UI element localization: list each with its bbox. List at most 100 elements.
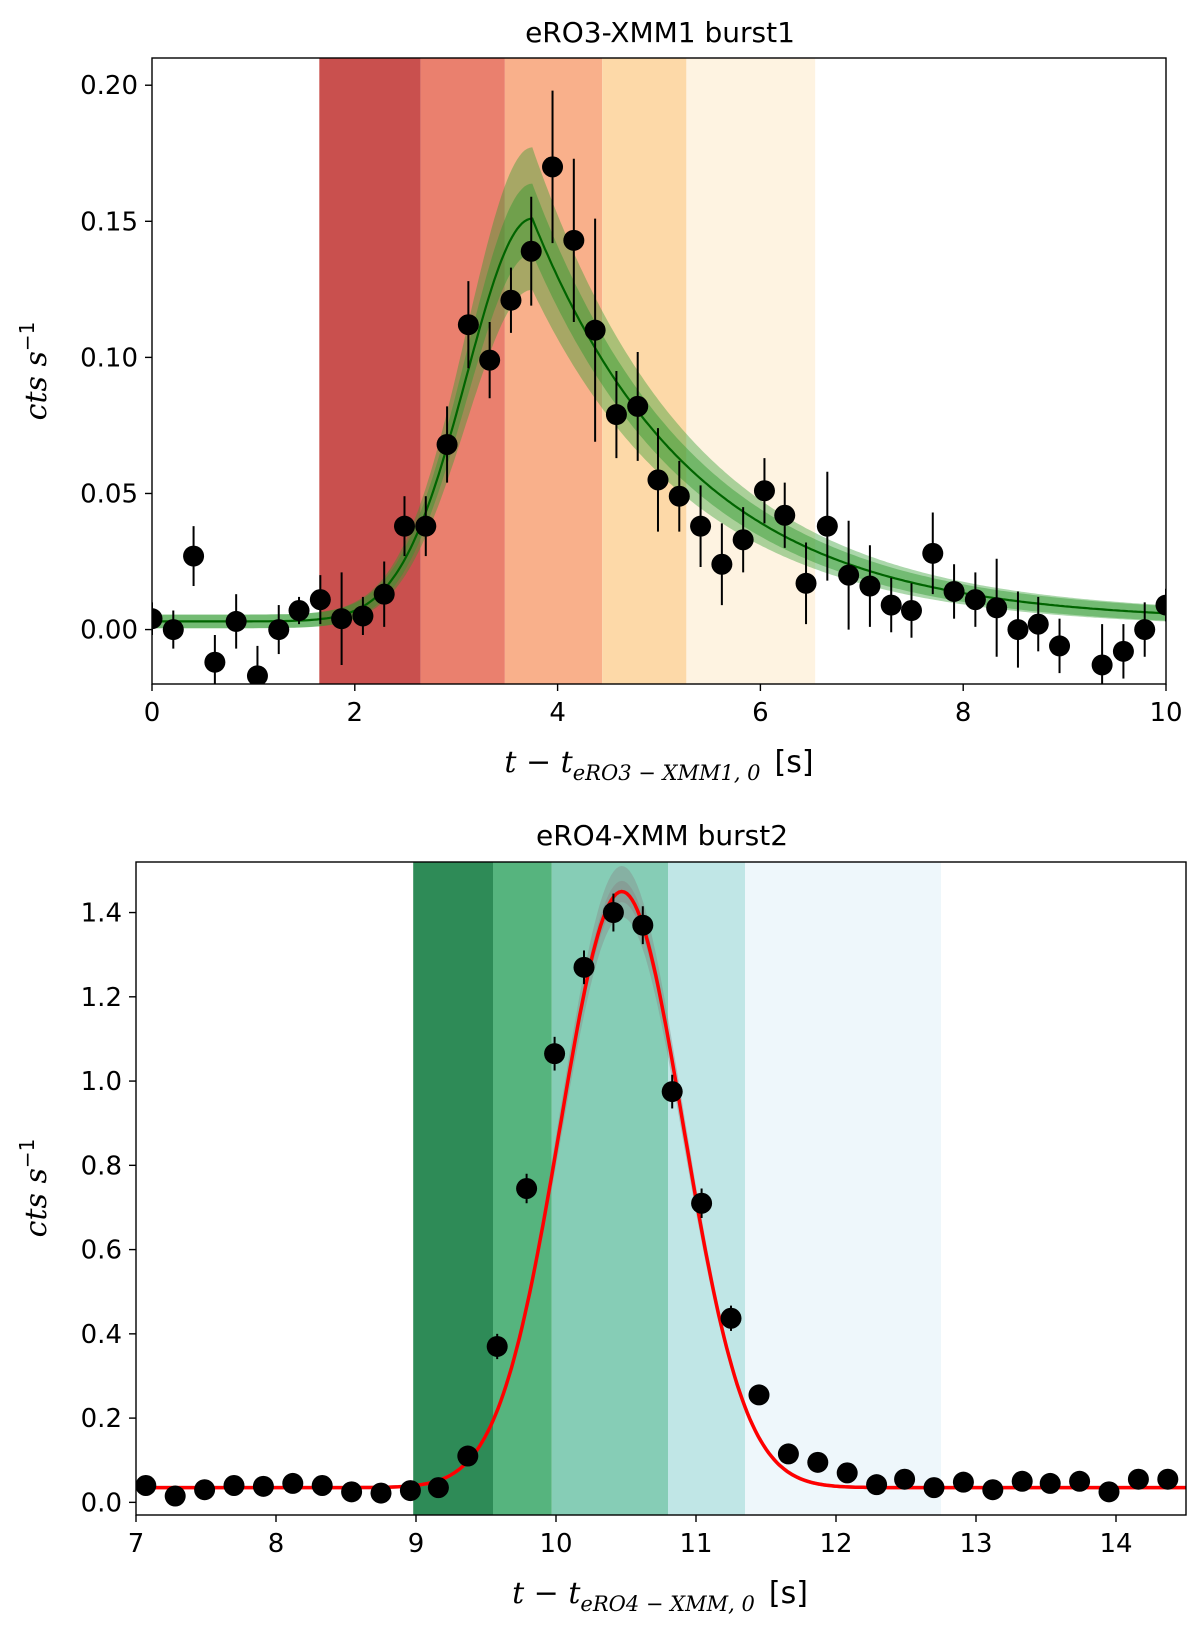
top-x-axis-label: t − teRO3 − XMM1, 0 [s] xyxy=(504,745,813,785)
bottom-y-tick-label: 0.4 xyxy=(81,1320,122,1350)
bottom-data-point xyxy=(194,1479,216,1501)
top-data-point xyxy=(816,515,838,537)
bottom-data-point xyxy=(923,1477,945,1499)
top-data-point xyxy=(542,156,564,178)
bottom-data-point xyxy=(399,1480,421,1502)
bottom-data-point xyxy=(282,1472,304,1494)
bottom-x-tick-label: 14 xyxy=(1099,1529,1132,1559)
top-data-point xyxy=(668,485,690,507)
top-data-point xyxy=(732,529,754,551)
bottom-model-line xyxy=(136,889,1186,1490)
bottom-x-tick-label: 12 xyxy=(819,1529,852,1559)
top-y-tick-label: 0.20 xyxy=(80,71,138,101)
top-data-point xyxy=(880,594,902,616)
top-data-point xyxy=(838,564,860,586)
bottom-panel: eRO4-XMM burst2 7 8 9 10 11 12 13 14 0.00.20.40… xyxy=(15,819,1187,1616)
top-data-point xyxy=(753,480,775,502)
bottom-data-point xyxy=(1069,1470,1091,1492)
bottom-data-point xyxy=(573,956,595,978)
bottom-data-point xyxy=(1039,1472,1061,1494)
bottom-bands xyxy=(413,862,941,1515)
bottom-data-point xyxy=(1127,1468,1149,1490)
bottom-data-point xyxy=(341,1481,363,1503)
bottom-y-tick-label: 0.8 xyxy=(81,1151,122,1181)
bottom-x-axis-label: t − teRO4 − XMM, 0 [s] xyxy=(512,1576,808,1616)
bottom-x-tick-label: 10 xyxy=(539,1529,572,1559)
bottom-y-tick-label: 0.2 xyxy=(81,1404,122,1434)
top-bands xyxy=(319,58,816,684)
top-x-tick-label: 10 xyxy=(1149,698,1182,728)
bottom-x-tick-label: 13 xyxy=(959,1529,992,1559)
top-data-point xyxy=(225,610,247,632)
top-x-tick-label: 8 xyxy=(955,698,972,728)
bottom-data-point xyxy=(632,914,654,936)
bottom-x-tick-label: 9 xyxy=(408,1529,425,1559)
top-data-point xyxy=(520,240,542,262)
top-data-point xyxy=(1112,640,1134,662)
top-y-axis-label: cts s−1 xyxy=(15,322,54,421)
top-data-point xyxy=(627,395,649,417)
bottom-data-point xyxy=(836,1462,858,1484)
bottom-y-tick-label: 1.0 xyxy=(81,1067,122,1097)
top-data-point xyxy=(1155,594,1166,616)
bottom-data-point xyxy=(807,1451,829,1473)
bottom-data-point xyxy=(866,1474,888,1496)
top-panel: eRO3-XMM1 burst1 0 2 4 6 8 10 0.00 0.05 0.10 0.1… xyxy=(15,16,1183,785)
bottom-data-point xyxy=(544,1043,566,1065)
top-data-point xyxy=(900,600,922,622)
top-data-point xyxy=(457,314,479,336)
bottom-x-tick-label: 8 xyxy=(268,1529,285,1559)
bottom-data-point xyxy=(252,1475,274,1497)
bottom-y-axis-label: cts s−1 xyxy=(15,1139,54,1238)
bottom-data-point xyxy=(720,1307,742,1329)
top-y-tick-label: 0.05 xyxy=(80,479,138,509)
top-data-point xyxy=(1027,613,1049,635)
bottom-y-axis: 0.0 0.2 0.4 0.6 0.8 1.0 1.2 1.4 xyxy=(81,899,136,1518)
top-data-point xyxy=(922,542,944,564)
top-x-tick-label: 4 xyxy=(549,698,566,728)
bottom-data-point xyxy=(777,1443,799,1465)
top-data-point xyxy=(1134,619,1156,641)
top-x-tick-label: 2 xyxy=(347,698,364,728)
top-data-point xyxy=(605,404,627,426)
top-data-point xyxy=(647,469,669,491)
bottom-data-point xyxy=(952,1471,974,1493)
top-data-point xyxy=(563,229,585,251)
bottom-y-tick-label: 0.6 xyxy=(81,1236,122,1266)
bottom-data-point xyxy=(748,1384,770,1406)
top-data-point xyxy=(859,575,881,597)
top-data-point xyxy=(1091,654,1113,676)
bottom-plot-frame xyxy=(135,861,1187,1516)
top-y-tick-label: 0.10 xyxy=(80,343,138,373)
top-data-point xyxy=(152,608,163,630)
bottom-chart-title: eRO4-XMM burst2 xyxy=(536,819,788,852)
bottom-x-tick-label: 11 xyxy=(679,1529,712,1559)
bottom-data-point xyxy=(1011,1470,1033,1492)
top-data-point xyxy=(479,349,501,371)
top-data-point xyxy=(309,589,331,611)
bottom-data-point xyxy=(516,1178,538,1199)
top-data-point xyxy=(331,608,353,630)
top-plot-frame xyxy=(151,57,1167,685)
bottom-data-point xyxy=(136,1475,157,1497)
bottom-data-point xyxy=(1157,1468,1179,1490)
top-data-point xyxy=(584,319,606,341)
top-band-1 xyxy=(319,58,421,684)
bottom-model-outer-band xyxy=(136,866,1186,1490)
bottom-data-point xyxy=(1098,1481,1120,1503)
top-chart-title: eRO3-XMM1 burst1 xyxy=(525,16,795,49)
bottom-data-point xyxy=(457,1445,479,1467)
top-data-point xyxy=(964,589,986,611)
bottom-data-point xyxy=(223,1475,245,1497)
bottom-data-point xyxy=(370,1482,392,1504)
bottom-points xyxy=(136,893,1179,1507)
top-data-point xyxy=(1049,635,1071,657)
top-data-point xyxy=(436,433,458,455)
top-data-point xyxy=(795,572,817,594)
top-x-axis: 0 2 4 6 8 10 xyxy=(144,684,1183,728)
top-data-point xyxy=(1007,619,1029,641)
top-data-point xyxy=(415,515,437,537)
bottom-band-1 xyxy=(413,862,493,1515)
bottom-y-tick-label: 0.0 xyxy=(81,1488,122,1518)
top-data-point xyxy=(288,600,310,622)
